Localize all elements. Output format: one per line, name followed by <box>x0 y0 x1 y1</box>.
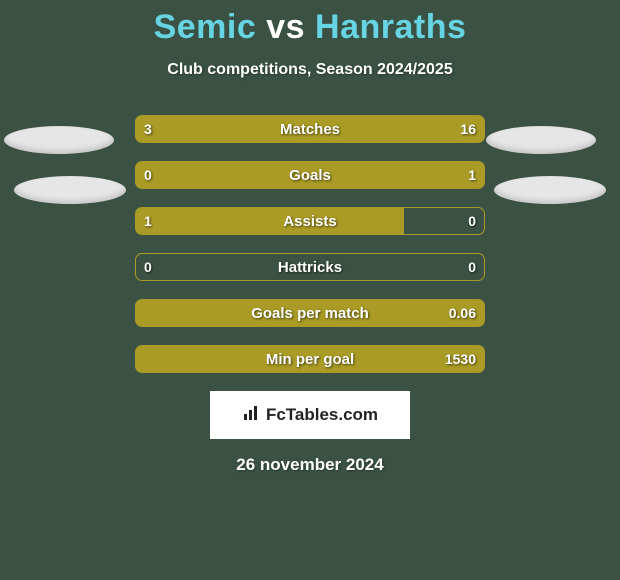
stat-value-right: 16 <box>460 116 476 142</box>
stat-row: 0.06Goals per match <box>135 299 485 327</box>
vs-text: vs <box>266 8 305 46</box>
stat-value-right: 0.06 <box>449 300 476 326</box>
stat-row: 0 0Hattricks <box>135 253 485 281</box>
decorative-ellipse <box>494 176 606 204</box>
bar-fill-left <box>136 208 404 234</box>
stat-row: 316Matches <box>135 115 485 143</box>
fctables-logo: FcTables.com <box>210 391 410 439</box>
stat-value-right: 1 <box>468 162 476 188</box>
bar-fill-right <box>195 116 484 142</box>
chart-area: 316Matches01Goals10Assists00Hattricks0.0… <box>0 115 620 373</box>
stat-value-right: 1530 <box>445 346 476 372</box>
bar-fill-right <box>136 300 484 326</box>
player2-name: Hanraths <box>315 8 466 46</box>
stat-value-right: 0 <box>468 254 476 280</box>
stat-value-left: 0 <box>144 254 152 280</box>
stat-row: 01Goals <box>135 161 485 189</box>
stat-value-left: 0 <box>144 162 152 188</box>
comparison-title: Semic vs Hanraths <box>0 0 620 47</box>
stat-label: Hattricks <box>136 254 484 280</box>
player1-name: Semic <box>154 8 257 46</box>
stat-row: 1530Min per goal <box>135 345 485 373</box>
decorative-ellipse <box>486 126 596 154</box>
decorative-ellipse <box>4 126 114 154</box>
subtitle: Club competitions, Season 2024/2025 <box>0 61 620 79</box>
bar-fill-right <box>136 162 484 188</box>
bar-fill-right <box>136 346 484 372</box>
stat-value-left: 1 <box>144 208 152 234</box>
chart-icon <box>242 404 260 427</box>
date: 26 november 2024 <box>0 455 620 475</box>
stat-row: 10Assists <box>135 207 485 235</box>
stat-value-left: 3 <box>144 116 152 142</box>
stat-value-right: 0 <box>468 208 476 234</box>
decorative-ellipse <box>14 176 126 204</box>
logo-text: FcTables.com <box>266 405 378 425</box>
